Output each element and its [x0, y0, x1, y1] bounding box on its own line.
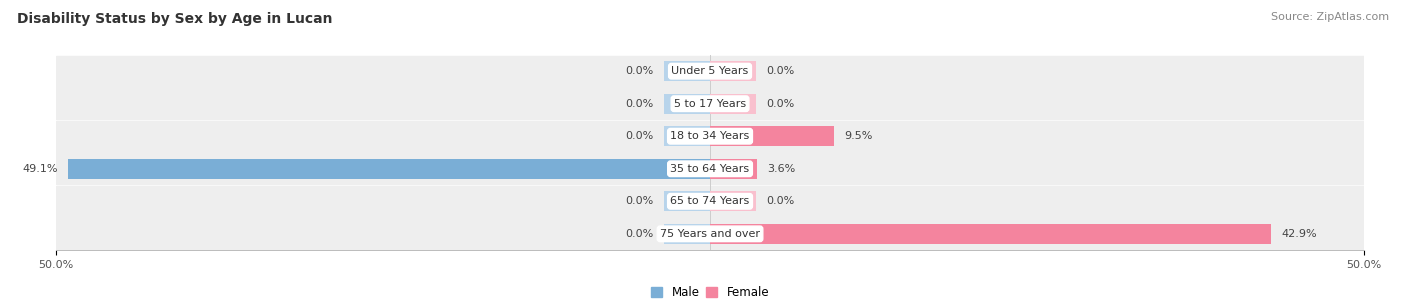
- Text: 0.0%: 0.0%: [626, 99, 654, 109]
- Text: 0.0%: 0.0%: [626, 66, 654, 76]
- Bar: [56, 186, 1364, 217]
- Text: 75 Years and over: 75 Years and over: [659, 229, 761, 239]
- Bar: [56, 218, 1364, 249]
- Text: Under 5 Years: Under 5 Years: [672, 66, 748, 76]
- Text: 49.1%: 49.1%: [22, 164, 58, 174]
- Text: 42.9%: 42.9%: [1281, 229, 1317, 239]
- Bar: [664, 224, 710, 244]
- Bar: [710, 159, 756, 179]
- Text: 18 to 34 Years: 18 to 34 Years: [671, 131, 749, 141]
- Bar: [56, 56, 1364, 87]
- Bar: [710, 94, 756, 114]
- Text: 3.6%: 3.6%: [768, 164, 796, 174]
- Bar: [56, 120, 1364, 152]
- Text: 9.5%: 9.5%: [845, 131, 873, 141]
- Bar: [664, 61, 710, 81]
- Bar: [710, 61, 756, 81]
- Bar: [664, 126, 710, 146]
- Bar: [710, 126, 834, 146]
- Text: 0.0%: 0.0%: [766, 196, 794, 206]
- Bar: [710, 224, 1271, 244]
- Bar: [664, 94, 710, 114]
- Bar: [664, 191, 710, 211]
- Text: Source: ZipAtlas.com: Source: ZipAtlas.com: [1271, 12, 1389, 22]
- Bar: [710, 191, 756, 211]
- Text: 35 to 64 Years: 35 to 64 Years: [671, 164, 749, 174]
- Text: 0.0%: 0.0%: [626, 131, 654, 141]
- Text: 0.0%: 0.0%: [626, 196, 654, 206]
- Legend: Male, Female: Male, Female: [651, 286, 769, 299]
- Text: 0.0%: 0.0%: [626, 229, 654, 239]
- Text: 5 to 17 Years: 5 to 17 Years: [673, 99, 747, 109]
- Text: 65 to 74 Years: 65 to 74 Years: [671, 196, 749, 206]
- Bar: [56, 153, 1364, 185]
- Text: 0.0%: 0.0%: [766, 66, 794, 76]
- Text: Disability Status by Sex by Age in Lucan: Disability Status by Sex by Age in Lucan: [17, 12, 332, 26]
- Bar: [67, 159, 710, 179]
- Bar: [56, 88, 1364, 119]
- Text: 0.0%: 0.0%: [766, 99, 794, 109]
